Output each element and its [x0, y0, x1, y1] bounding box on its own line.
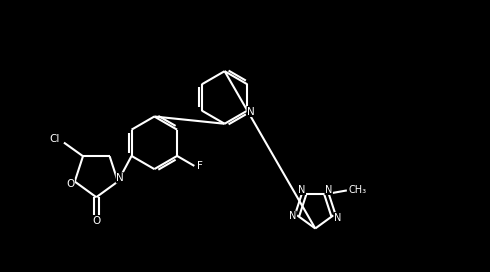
Text: O: O — [66, 179, 74, 189]
Text: N: N — [247, 107, 255, 116]
Text: N: N — [116, 173, 124, 183]
Text: N: N — [289, 211, 296, 221]
Text: N: N — [325, 184, 332, 194]
Text: N: N — [298, 184, 305, 194]
Text: N: N — [334, 213, 342, 222]
Text: Cl: Cl — [49, 134, 60, 144]
Text: CH₃: CH₃ — [348, 184, 367, 194]
Text: F: F — [197, 161, 203, 171]
Text: O: O — [92, 216, 100, 226]
